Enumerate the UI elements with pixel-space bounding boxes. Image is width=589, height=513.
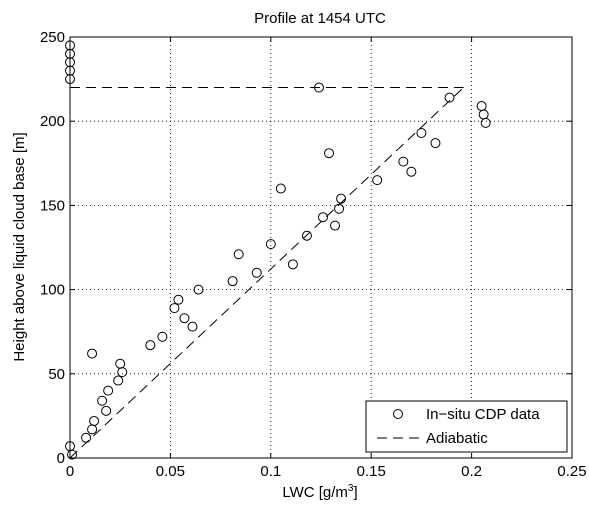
cdp-data-point bbox=[430, 138, 441, 149]
x-tick-label: 0.05 bbox=[156, 463, 185, 480]
cdp-data-point bbox=[113, 375, 124, 386]
cdp-data-point bbox=[398, 156, 409, 167]
cdp-data-point bbox=[101, 405, 112, 416]
y-tick-label: 100 bbox=[40, 282, 65, 299]
x-tick-label: 0.1 bbox=[260, 463, 281, 480]
cdp-data-point bbox=[330, 220, 341, 231]
cdp-data-point bbox=[89, 415, 100, 426]
cdp-data-point bbox=[313, 82, 324, 93]
legend-label-adiabatic: Adiabatic bbox=[426, 430, 488, 447]
cdp-data-point bbox=[480, 117, 491, 128]
cdp-data-point bbox=[157, 331, 168, 342]
cdp-data-point bbox=[87, 348, 98, 359]
cdp-data-point bbox=[227, 276, 238, 287]
legend-label-cdp: In−situ CDP data bbox=[426, 406, 540, 423]
cdp-data-point bbox=[169, 303, 180, 314]
cdp-data-point bbox=[233, 249, 244, 260]
x-tick-label: 0.25 bbox=[557, 463, 586, 480]
adiabatic-line bbox=[69, 87, 464, 459]
cdp-data-point bbox=[265, 239, 276, 250]
y-axis-label: Height above liquid cloud base [m] bbox=[11, 132, 28, 361]
chart-title: Profile at 1454 UTC bbox=[254, 10, 386, 27]
cdp-data-point bbox=[301, 230, 312, 241]
cdp-data-point bbox=[372, 175, 383, 186]
x-tick-label: 0.2 bbox=[461, 463, 482, 480]
cdp-data-point bbox=[117, 367, 128, 378]
cdp-data-point bbox=[416, 127, 427, 138]
cdp-data-point bbox=[324, 148, 335, 159]
y-tick-label: 150 bbox=[40, 197, 65, 214]
cdp-data-point bbox=[145, 340, 156, 351]
y-tick-label: 200 bbox=[40, 113, 65, 130]
cdp-data-point bbox=[187, 321, 198, 332]
cdp-data-point bbox=[287, 259, 298, 270]
cdp-data-point bbox=[334, 203, 345, 214]
cdp-data-point bbox=[103, 385, 114, 396]
cdp-data-point bbox=[336, 193, 347, 204]
cdp-data-point bbox=[318, 212, 329, 223]
cdp-data-point bbox=[275, 183, 286, 194]
y-tick-label: 0 bbox=[57, 450, 65, 467]
plot-area bbox=[70, 37, 572, 458]
x-tick-label: 0 bbox=[66, 463, 74, 480]
plot-frame bbox=[69, 36, 573, 459]
cdp-data-point bbox=[173, 294, 184, 305]
legend: In−situ CDP data Adiabatic bbox=[365, 400, 568, 453]
cdp-data-point bbox=[444, 92, 455, 103]
x-axis-label: LWC [g/m3] bbox=[282, 483, 357, 501]
y-tick-label: 50 bbox=[48, 366, 65, 383]
legend-marker-cdp bbox=[393, 409, 403, 419]
cdp-data-point bbox=[251, 267, 262, 278]
cdp-data-point bbox=[97, 395, 108, 406]
y-tick-label: 250 bbox=[40, 29, 65, 46]
cdp-data-point bbox=[67, 449, 78, 460]
ticks: 0 0.05 0.1 0.15 0.2 0.25 0 50 100 150 200 250 bbox=[40, 29, 587, 480]
cdp-data-point bbox=[193, 284, 204, 295]
x-tick-label: 0.15 bbox=[357, 463, 386, 480]
cdp-data-point bbox=[179, 313, 190, 324]
cdp-data-point bbox=[406, 166, 417, 177]
cdp-data-point bbox=[81, 432, 92, 443]
